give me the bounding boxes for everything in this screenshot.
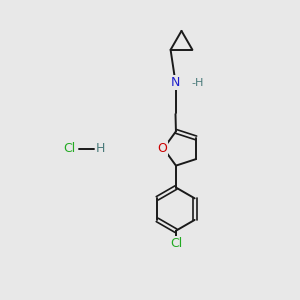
Text: O: O (157, 142, 167, 155)
Text: Cl: Cl (63, 142, 75, 155)
Text: H: H (96, 142, 105, 155)
Text: -H: -H (191, 77, 203, 88)
Text: Cl: Cl (170, 237, 182, 250)
Text: N: N (171, 76, 180, 89)
